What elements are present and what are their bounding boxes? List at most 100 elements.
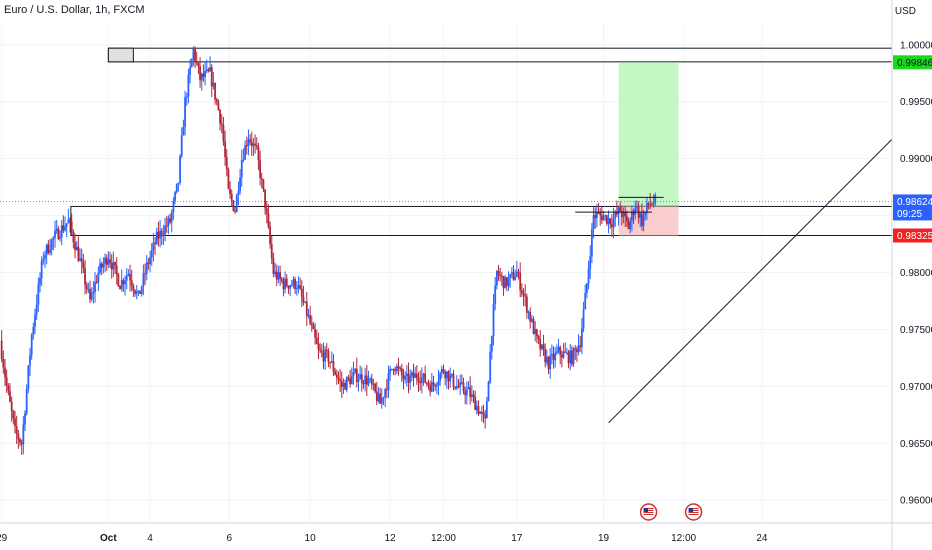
candle-body <box>290 285 293 287</box>
candle-body <box>512 272 515 280</box>
candle-body <box>570 350 573 365</box>
candle-body <box>385 389 388 391</box>
candle-body <box>170 212 173 223</box>
candle-body <box>390 368 393 370</box>
candle-body <box>527 311 530 313</box>
candle-body <box>37 284 40 305</box>
x-tick-label: 4 <box>147 533 153 544</box>
candle-body <box>407 373 410 383</box>
candle-body <box>10 401 13 412</box>
candle-body <box>504 277 507 289</box>
candle-body <box>589 256 592 269</box>
candle-body <box>59 237 61 240</box>
candle-body <box>55 228 58 231</box>
candle-body <box>82 262 85 269</box>
candle-body <box>489 351 492 382</box>
candle-body <box>234 210 236 212</box>
candle-body <box>464 391 467 396</box>
candle-body <box>100 263 103 268</box>
position-target-zone <box>618 62 679 207</box>
candle-body <box>204 71 206 78</box>
candle-body <box>454 386 457 389</box>
candle-body <box>632 211 635 215</box>
candle-body <box>264 189 266 209</box>
candle-body <box>550 354 553 356</box>
candle-body <box>595 212 598 219</box>
candle-body <box>646 202 648 212</box>
candle-body <box>232 200 235 211</box>
candle-body <box>592 215 595 229</box>
candle-body <box>397 366 400 368</box>
price-tag-target <box>893 55 932 70</box>
candle-body <box>195 60 198 63</box>
flag-canton <box>643 508 649 512</box>
candle-body <box>585 283 588 293</box>
candle-body <box>544 348 547 363</box>
candle-body <box>532 319 535 334</box>
candle-body <box>244 145 246 160</box>
candle-body <box>577 345 580 353</box>
candle-body <box>79 258 81 261</box>
candle-body <box>367 379 370 385</box>
candle-body <box>257 146 260 161</box>
candle-body <box>569 350 572 364</box>
candle-body <box>497 270 500 276</box>
candle-body <box>189 67 191 75</box>
candle-body <box>629 221 632 230</box>
candle-body <box>20 442 23 445</box>
candle-body <box>380 397 383 404</box>
candle-body <box>174 192 176 201</box>
candle-body <box>565 352 568 354</box>
candle-body <box>220 123 223 125</box>
candle-body <box>617 207 620 215</box>
candle-body <box>70 221 73 232</box>
candle-body <box>305 301 308 316</box>
candle-body <box>370 378 373 385</box>
candle-body <box>644 211 647 216</box>
candle-body <box>572 348 575 365</box>
candle-body <box>292 279 295 286</box>
candle-body <box>9 391 11 402</box>
candle-body <box>485 401 488 419</box>
candle-body <box>49 250 51 253</box>
candle-body <box>499 275 502 277</box>
drawing-layer[interactable] <box>575 138 893 521</box>
candle-body <box>99 263 101 273</box>
candle-body <box>502 276 505 289</box>
x-tick-label: Oct <box>100 533 117 544</box>
candle-body <box>437 380 440 386</box>
candle-body <box>35 304 38 315</box>
price-tag-target-label: 0.99846 <box>897 58 932 69</box>
candle-body <box>14 418 16 427</box>
candle-body <box>184 97 186 127</box>
x-tick-label: 17 <box>511 533 523 544</box>
candle-body <box>545 357 548 363</box>
candle-body <box>175 183 178 193</box>
candle-body <box>54 230 56 238</box>
candle-body <box>554 352 557 361</box>
candle-body <box>190 59 193 68</box>
candle-body <box>474 396 477 411</box>
candle-body <box>359 374 362 380</box>
candle-body <box>242 159 245 161</box>
candle-body <box>600 215 603 221</box>
x-tick-label: 12:00 <box>671 533 696 544</box>
candle-body <box>494 285 497 305</box>
candle-body <box>479 412 482 414</box>
price-tag-stop <box>893 228 932 243</box>
candle-body <box>222 124 225 142</box>
us-event-flag-icon <box>639 503 658 521</box>
candle-body <box>215 99 218 102</box>
candle-body <box>519 272 522 291</box>
candle-body <box>2 359 5 368</box>
candle-body <box>47 244 50 253</box>
candle-body <box>332 361 335 372</box>
candle-body <box>310 323 313 326</box>
candle-body <box>472 394 475 397</box>
candle-body <box>340 381 343 387</box>
candle-body <box>124 280 126 285</box>
candle-body <box>339 379 342 382</box>
